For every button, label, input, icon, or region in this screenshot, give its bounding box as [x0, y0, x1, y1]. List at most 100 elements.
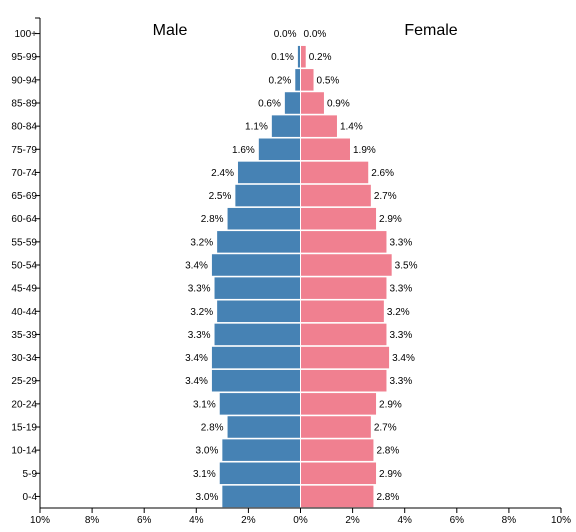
female-bar-30-34 [300, 346, 390, 369]
male-bar-65-69 [235, 184, 301, 207]
male-value-label: 3.4% [185, 261, 208, 272]
y-tick-label: 20-24 [11, 399, 37, 410]
male-value-label: 2.4% [211, 168, 234, 179]
female-bar-15-19 [300, 416, 371, 438]
female-value-label: 2.8% [376, 492, 399, 503]
male-bar-25-29 [211, 369, 301, 392]
y-tick-label: 55-59 [11, 237, 37, 248]
y-tick-label: 40-44 [11, 307, 37, 318]
female-bar-0-4 [300, 485, 374, 508]
y-tick-label: 45-49 [11, 284, 37, 295]
female-value-label: 0.5% [317, 75, 340, 86]
y-tick-label: 95-99 [11, 52, 37, 63]
female-bar-20-24 [300, 393, 377, 415]
y-tick-label: 0-4 [23, 492, 38, 503]
female-value-label: 3.3% [389, 284, 412, 295]
male-value-label: 3.4% [185, 353, 208, 364]
y-tick-label: 85-89 [11, 99, 37, 110]
male-bar-5-9 [219, 462, 301, 485]
x-tick-label: 2% [345, 515, 360, 526]
male-bar-55-59 [217, 231, 301, 253]
male-value-label: 3.3% [188, 284, 211, 295]
female-value-label: 3.3% [389, 237, 412, 248]
male-bar-50-54 [211, 254, 301, 276]
male-bar-60-64 [227, 207, 301, 230]
male-value-label: 0.1% [271, 52, 294, 63]
male-value-label: 1.6% [232, 145, 255, 156]
female-bar-40-44 [300, 300, 384, 323]
y-tick-label: 60-64 [11, 214, 37, 225]
male-value-label: 0.0% [274, 29, 297, 40]
x-tick-label: 4% [189, 515, 204, 526]
male-bar-15-19 [227, 416, 301, 438]
male-value-label: 3.0% [196, 492, 219, 503]
male-value-label: 2.8% [201, 214, 224, 225]
value-labels-group: 0.0% 0.0% 0.1% 0.2% 0.2% 0.5% 0.6% 0.9% 1.1% 1.4%… [185, 29, 417, 503]
female-value-label: 1.9% [353, 145, 376, 156]
y-tick-label: 90-94 [11, 75, 37, 86]
female-value-label: 3.3% [389, 376, 412, 387]
female-value-label: 0.2% [309, 52, 332, 63]
female-value-label: 3.3% [389, 330, 412, 341]
female-bar-85-89 [300, 92, 324, 114]
female-bar-35-39 [300, 323, 387, 346]
female-value-label: 2.6% [371, 168, 394, 179]
female-bar-5-9 [300, 462, 377, 485]
male-value-label: 3.1% [193, 399, 216, 410]
y-tick-label: 75-79 [11, 145, 37, 156]
y-tick-label: 50-54 [11, 261, 37, 272]
bars-group [211, 22, 392, 508]
male-bar-30-34 [211, 346, 301, 369]
female-value-label: 2.9% [379, 214, 402, 225]
x-tick-label: 6% [450, 515, 465, 526]
female-bar-70-74 [300, 161, 369, 184]
y-tick-label: 35-39 [11, 330, 37, 341]
male-bar-40-44 [217, 300, 301, 323]
y-tick-label: 5-9 [23, 469, 38, 480]
female-value-label: 3.4% [392, 353, 415, 364]
y-tick-label: 10-14 [11, 446, 37, 457]
female-value-label: 1.4% [340, 122, 363, 133]
female-bar-65-69 [300, 184, 371, 207]
y-tick-label: 25-29 [11, 376, 37, 387]
male-value-label: 0.2% [268, 75, 291, 86]
female-value-label: 3.5% [395, 261, 418, 272]
male-value-label: 3.2% [190, 237, 213, 248]
male-bar-70-74 [237, 161, 301, 184]
male-bar-20-24 [219, 393, 301, 415]
male-value-label: 3.2% [190, 307, 213, 318]
male-value-label: 1.1% [245, 122, 268, 133]
male-bar-0-4 [222, 485, 301, 508]
x-tick-label: 6% [137, 515, 152, 526]
x-tick-label: 2% [241, 515, 256, 526]
x-tick-label: 0% [293, 515, 308, 526]
female-bar-45-49 [300, 277, 387, 299]
male-value-label: 3.1% [193, 469, 216, 480]
female-bar-60-64 [300, 207, 377, 230]
female-value-label: 2.8% [376, 446, 399, 457]
female-bar-75-79 [300, 138, 350, 161]
male-value-label: 3.3% [188, 330, 211, 341]
y-tick-label: 100+ [14, 29, 37, 40]
male-value-label: 3.4% [185, 376, 208, 387]
female-value-label: 0.9% [327, 99, 350, 110]
legend-male-label: Male [153, 22, 188, 39]
x-tick-label: 10% [551, 515, 571, 526]
x-tick-label: 4% [397, 515, 412, 526]
male-value-label: 2.8% [201, 423, 224, 434]
y-tick-label: 30-34 [11, 353, 37, 364]
male-bar-85-89 [284, 92, 301, 114]
male-bar-75-79 [258, 138, 301, 161]
female-bar-50-54 [300, 254, 392, 276]
male-bar-35-39 [214, 323, 301, 346]
female-bar-55-59 [300, 231, 387, 253]
y-tick-label: 65-69 [11, 191, 37, 202]
male-bar-90-94 [295, 69, 301, 91]
x-tick-label: 10% [30, 515, 50, 526]
y-axis: 100+ 95-99 90-94 85-89 80-84 75-79 70-74 65-69 6… [11, 17, 41, 508]
male-bar-95-99 [297, 45, 301, 68]
female-bar-95-99 [300, 45, 306, 68]
male-value-label: 2.5% [209, 191, 232, 202]
male-bar-80-84 [271, 115, 301, 137]
